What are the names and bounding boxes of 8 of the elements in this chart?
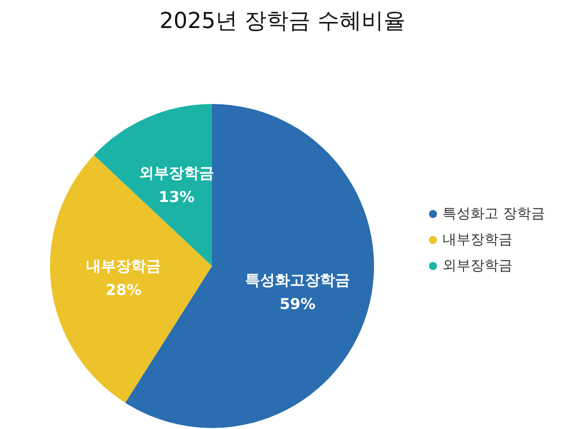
legend-label: 특성화고 장학금: [442, 204, 545, 224]
data-label: 특성화고장학금 59%: [245, 270, 350, 313]
legend-label: 외부장학금: [442, 256, 513, 276]
pie-slice: [50, 155, 212, 403]
legend-label: 내부장학금: [442, 230, 513, 250]
data-label: 내부장학금 28%: [86, 257, 162, 300]
chart-title: 2025년 장학금 수혜비율: [158, 8, 406, 36]
data-label: 외부장학금 13%: [139, 164, 214, 206]
